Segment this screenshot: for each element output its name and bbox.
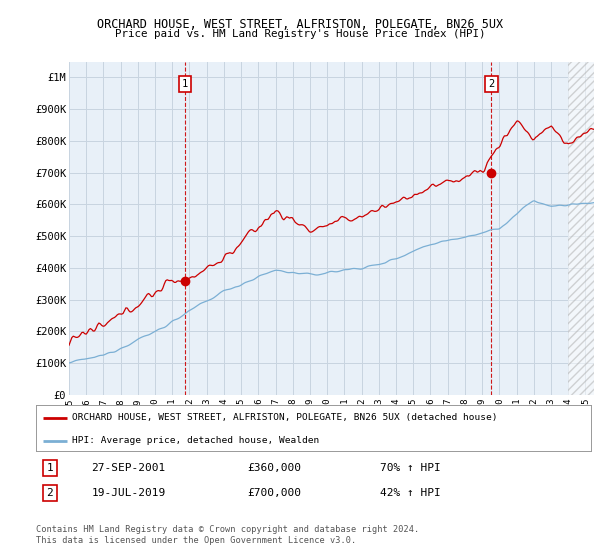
Text: £700,000: £700,000 [247,488,301,498]
Text: 70% ↑ HPI: 70% ↑ HPI [380,463,441,473]
Text: Price paid vs. HM Land Registry's House Price Index (HPI): Price paid vs. HM Land Registry's House … [115,29,485,39]
Text: HPI: Average price, detached house, Wealden: HPI: Average price, detached house, Weal… [72,436,319,445]
Text: 2: 2 [47,488,53,498]
Text: 1: 1 [182,79,188,89]
Text: Contains HM Land Registry data © Crown copyright and database right 2024.
This d: Contains HM Land Registry data © Crown c… [36,525,419,545]
Text: 19-JUL-2019: 19-JUL-2019 [92,488,166,498]
Text: ORCHARD HOUSE, WEST STREET, ALFRISTON, POLEGATE, BN26 5UX: ORCHARD HOUSE, WEST STREET, ALFRISTON, P… [97,18,503,31]
Text: ORCHARD HOUSE, WEST STREET, ALFRISTON, POLEGATE, BN26 5UX (detached house): ORCHARD HOUSE, WEST STREET, ALFRISTON, P… [72,413,497,422]
Text: 27-SEP-2001: 27-SEP-2001 [92,463,166,473]
Text: 42% ↑ HPI: 42% ↑ HPI [380,488,441,498]
Text: 2: 2 [488,79,494,89]
Text: £360,000: £360,000 [247,463,301,473]
Text: 1: 1 [47,463,53,473]
